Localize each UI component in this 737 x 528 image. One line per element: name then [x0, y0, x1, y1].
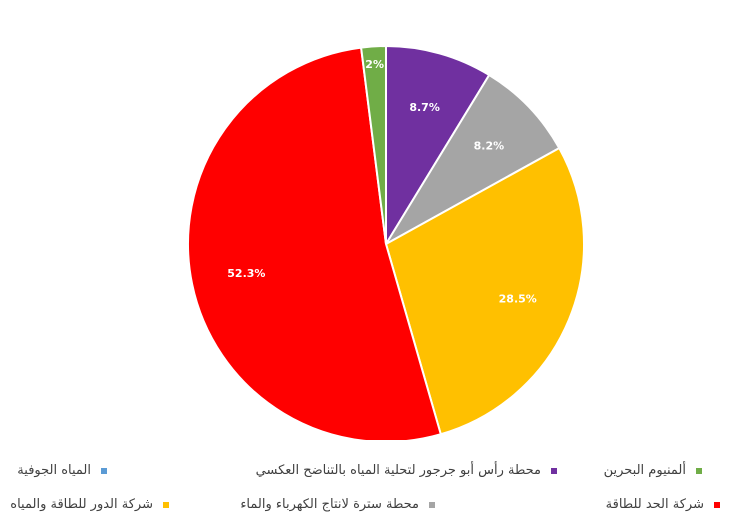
legend-label-ras-abu-jarjur: محطة رأس أبو جرجور لتحلية المياه بالتناض… [255, 463, 541, 478]
pie-slice-5 [359, 44, 387, 245]
pie-slice-2 [383, 73, 561, 247]
legend-swatch-alba [696, 468, 702, 474]
legend-swatch-groundwater [101, 468, 107, 474]
legend-swatch-addur [163, 502, 169, 508]
legend-label-addur: شركة الدور للطاقة والمياه [10, 497, 153, 512]
legend-label-sitra: محطة سترة لانتاج الكهرباء والماء [240, 497, 419, 512]
slice-data-label-2: 8.2% [474, 139, 505, 152]
slice-data-label-4: 52.3% [227, 267, 265, 280]
slice-data-label-3: 28.5% [499, 293, 537, 306]
pie-slice-4 [187, 46, 443, 440]
legend-item-addur: شركة الدور للطاقة والمياه [10, 495, 169, 515]
slice-data-label-1: 8.7% [409, 101, 440, 114]
legend-swatch-hidd [714, 502, 720, 508]
legend-item-hidd: شركة الحد للطاقة [606, 495, 720, 515]
legend-label-hidd: شركة الحد للطاقة [605, 497, 704, 512]
legend-item-alba: ألمنيوم البحرين [604, 461, 702, 481]
slice-data-label-5: 2% [365, 58, 384, 71]
legend-item-ras-abu-jarjur: محطة رأس أبو جرجور لتحلية المياه بالتناض… [256, 461, 557, 481]
legend-label-groundwater: المياه الجوفية [17, 463, 91, 478]
pie-slice-1 [385, 44, 491, 248]
legend-item-sitra: محطة سترة لانتاج الكهرباء والماء [240, 495, 435, 515]
pie-chart: 8.7% 8.2% 28.5% 52.3% 2% [187, 44, 585, 440]
legend-swatch-ras-abu-jarjur [551, 468, 557, 474]
legend-label-alba: ألمنيوم البحرين [603, 463, 686, 478]
legend-item-groundwater: المياه الجوفية [17, 461, 107, 481]
pie-slice-3 [384, 146, 585, 436]
legend-swatch-sitra [429, 502, 435, 508]
legend: المياه الجوفية محطة رأس أبو جرجور لتحلية… [0, 455, 737, 525]
